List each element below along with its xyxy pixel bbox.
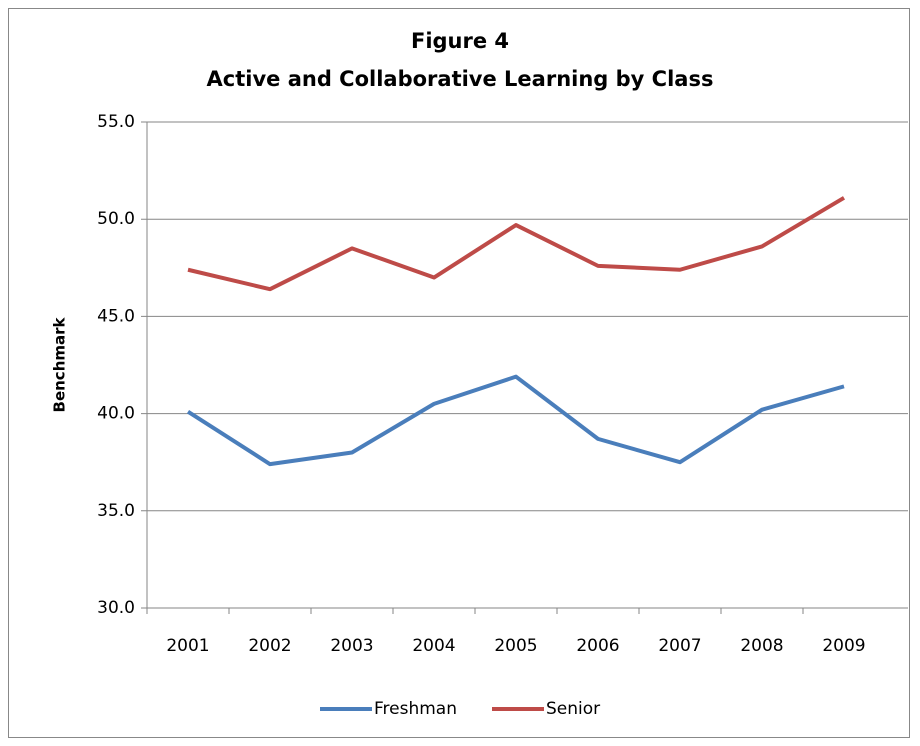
x-tick-label: 2007 <box>658 636 701 656</box>
x-tick-label: 2009 <box>822 636 865 656</box>
chart-title: Figure 4 <box>411 29 509 53</box>
x-tick-label: 2008 <box>740 636 783 656</box>
y-tick-label: 35.0 <box>97 501 135 521</box>
legend-label: Freshman <box>374 699 457 719</box>
x-tick-label: 2001 <box>166 636 209 656</box>
x-tick-label: 2003 <box>330 636 373 656</box>
line <box>186 374 845 467</box>
line <box>187 196 846 292</box>
x-tick-label: 2002 <box>248 636 291 656</box>
chart-subtitle: Active and Collaborative Learning by Cla… <box>207 67 714 91</box>
y-tick-label: 50.0 <box>97 209 135 229</box>
chart-border <box>8 8 910 738</box>
y-tick-label: 55.0 <box>97 112 135 132</box>
x-tick-label: 2006 <box>576 636 619 656</box>
x-tick-label: 2004 <box>412 636 455 656</box>
y-tick-label: 40.0 <box>97 404 135 424</box>
y-axis-title: Benchmark <box>51 316 69 412</box>
y-tick-label: 45.0 <box>97 306 135 326</box>
legend-label: Senior <box>546 699 600 719</box>
y-tick-label: 30.0 <box>97 598 135 618</box>
x-tick-label: 2005 <box>494 636 537 656</box>
